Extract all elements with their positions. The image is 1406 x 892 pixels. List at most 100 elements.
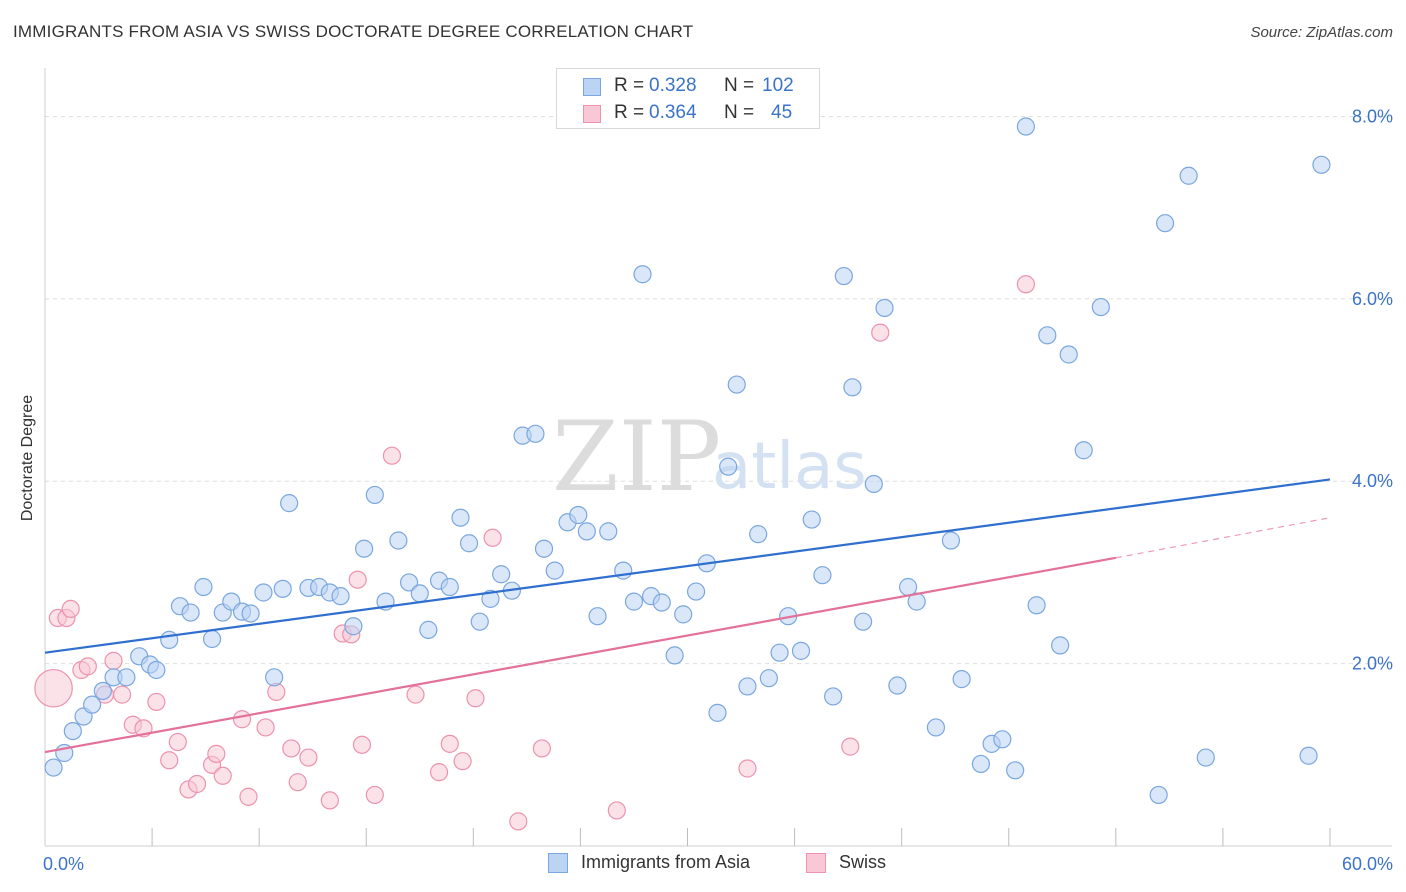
n-label: N = <box>724 102 755 123</box>
asia-point <box>1149 785 1168 805</box>
swiss-point <box>532 739 551 758</box>
asia-point <box>588 607 607 626</box>
y-tick-label: 8.0% <box>1352 106 1393 126</box>
swiss-point <box>607 801 626 820</box>
x-tick-label: 0.0% <box>43 854 84 874</box>
gridlines <box>45 115 1390 665</box>
asia-point <box>344 617 363 636</box>
asia-point <box>534 539 554 558</box>
asia-point <box>389 531 408 550</box>
asia-point <box>624 592 644 611</box>
swiss-trend-line <box>44 556 1117 754</box>
asia-point <box>1074 441 1093 460</box>
asia-r-value: 0.328 <box>649 75 697 96</box>
swiss-point <box>239 787 258 806</box>
asia-point <box>1155 214 1175 233</box>
watermark-atlas: atlas <box>712 430 867 504</box>
asia-trend-line <box>44 478 1331 654</box>
swiss-point <box>453 752 472 771</box>
asia-point <box>770 643 789 662</box>
asia-point <box>1027 596 1046 615</box>
swiss-point <box>348 570 367 589</box>
asia-point <box>665 646 684 665</box>
swiss-point <box>34 668 73 708</box>
asia-point <box>440 577 459 597</box>
swiss-point <box>365 785 384 805</box>
asia-point <box>952 670 971 689</box>
swiss-point <box>483 528 502 547</box>
asia-point <box>254 583 273 602</box>
y-tick-label: 6.0% <box>1352 289 1393 309</box>
asia-point <box>1312 155 1331 174</box>
asia-points <box>44 117 1331 805</box>
r-label: R = <box>614 102 645 123</box>
asia-point <box>993 730 1012 749</box>
source-credit: Source: ZipAtlas.com <box>1250 24 1393 41</box>
watermark-zip: ZIP <box>552 401 721 513</box>
asia-point <box>813 566 832 585</box>
swiss-r-value: 0.364 <box>649 102 697 123</box>
asia-point <box>451 508 470 527</box>
asia-point <box>470 612 489 631</box>
asia-point <box>1016 117 1035 136</box>
swiss-point <box>112 685 132 704</box>
y-tick-label: 2.0% <box>1352 654 1393 674</box>
swiss-point <box>104 651 123 670</box>
r-label: R = <box>614 75 645 96</box>
asia-point <box>273 579 292 598</box>
asia-point <box>802 510 821 529</box>
swiss-n-value: 45 <box>771 102 793 123</box>
asia-swatch <box>583 78 601 96</box>
asia-point <box>719 457 738 476</box>
asia-point <box>971 754 991 774</box>
asia-n-value: 102 <box>762 75 794 96</box>
asia-point <box>147 660 166 680</box>
swiss-point <box>509 812 528 831</box>
swiss-points <box>34 275 1035 831</box>
y-tick-label: 4.0% <box>1352 471 1393 491</box>
asia-point <box>864 474 883 494</box>
asia-point <box>1091 297 1110 317</box>
asia-point <box>1006 761 1025 780</box>
asia-point <box>854 612 873 631</box>
swiss-point <box>282 739 301 758</box>
stats-legend-box: R = 0.328 N = 102 R = 0.364 N = 45 <box>556 68 820 129</box>
asia-point <box>749 525 768 544</box>
chart-title: IMMIGRANTS FROM ASIA VS SWISS DOCTORATE … <box>13 22 694 41</box>
asia-point <box>265 668 284 687</box>
asia-point <box>83 695 102 714</box>
asia-point <box>492 565 511 584</box>
asia-point <box>331 587 350 606</box>
asia-point <box>652 593 671 612</box>
legend-asia-swatch <box>548 853 568 873</box>
watermark: ZIP atlas <box>552 401 867 513</box>
swiss-point <box>382 446 402 465</box>
axes <box>44 68 1392 847</box>
asia-point <box>1299 746 1318 765</box>
asia-point <box>355 539 374 558</box>
asia-point <box>791 641 811 660</box>
asia-point <box>1179 166 1198 185</box>
asia-point <box>280 494 299 513</box>
asia-point <box>577 522 596 541</box>
asia-point <box>674 605 693 624</box>
asia-point <box>399 573 419 592</box>
x-tick-label: 60.0% <box>1342 854 1393 874</box>
swiss-point <box>288 773 307 792</box>
asia-point <box>419 620 438 639</box>
asia-point <box>93 681 112 701</box>
asia-point <box>569 505 588 525</box>
asia-point <box>599 522 618 541</box>
asia-point <box>160 630 179 650</box>
swiss-point <box>352 735 372 754</box>
asia-point <box>181 603 200 622</box>
swiss-point <box>1016 275 1035 294</box>
stats-row-swiss: R = 0.364 N = 45 <box>557 102 819 128</box>
asia-point <box>459 534 479 553</box>
swiss-point <box>299 748 318 767</box>
swiss-point <box>406 685 425 704</box>
swiss-point <box>168 732 187 752</box>
asia-point <box>941 531 961 550</box>
legend-asia-label: Immigrants from Asia <box>581 852 751 872</box>
